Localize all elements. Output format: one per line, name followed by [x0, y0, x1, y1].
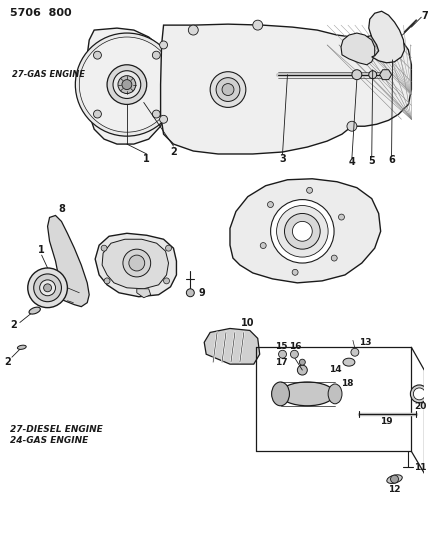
Circle shape	[351, 348, 359, 356]
Text: 20: 20	[414, 402, 426, 411]
Circle shape	[152, 110, 160, 118]
Polygon shape	[48, 215, 89, 306]
Text: 3: 3	[279, 154, 286, 164]
Text: 1: 1	[143, 154, 150, 164]
Polygon shape	[380, 70, 392, 79]
Circle shape	[292, 269, 298, 275]
Circle shape	[152, 51, 160, 59]
Circle shape	[40, 280, 56, 296]
Circle shape	[253, 20, 263, 30]
Text: 16: 16	[289, 342, 302, 351]
Ellipse shape	[343, 358, 355, 366]
Polygon shape	[87, 28, 169, 144]
Circle shape	[93, 51, 101, 59]
Text: 13: 13	[359, 338, 372, 347]
Text: 6: 6	[388, 155, 395, 165]
Ellipse shape	[328, 384, 342, 404]
Text: 11: 11	[414, 463, 427, 472]
Circle shape	[260, 243, 266, 248]
Circle shape	[107, 65, 147, 104]
Ellipse shape	[387, 475, 402, 483]
Ellipse shape	[272, 382, 289, 406]
Polygon shape	[204, 328, 260, 364]
Text: 4: 4	[348, 157, 355, 167]
Polygon shape	[137, 289, 151, 298]
Circle shape	[297, 365, 307, 375]
Circle shape	[222, 84, 234, 95]
Circle shape	[339, 214, 345, 220]
Ellipse shape	[280, 382, 335, 406]
Circle shape	[101, 245, 107, 251]
Circle shape	[113, 71, 141, 99]
Circle shape	[391, 475, 398, 483]
Text: 5706  800: 5706 800	[10, 8, 71, 18]
Circle shape	[166, 245, 172, 251]
Circle shape	[188, 25, 198, 35]
Circle shape	[306, 187, 312, 193]
Circle shape	[163, 278, 169, 284]
Polygon shape	[160, 24, 411, 154]
Circle shape	[186, 289, 194, 297]
Circle shape	[410, 385, 428, 403]
Circle shape	[93, 110, 101, 118]
Circle shape	[276, 206, 328, 257]
Circle shape	[34, 274, 62, 302]
Circle shape	[331, 255, 337, 261]
Ellipse shape	[18, 345, 26, 350]
Text: 8: 8	[58, 204, 65, 214]
Circle shape	[285, 213, 320, 249]
Circle shape	[210, 72, 246, 107]
Circle shape	[75, 33, 178, 136]
Text: 12: 12	[388, 484, 401, 494]
Text: 7: 7	[421, 11, 428, 21]
Circle shape	[270, 199, 334, 263]
Ellipse shape	[29, 307, 40, 314]
Circle shape	[122, 79, 132, 90]
Circle shape	[216, 78, 240, 101]
Text: 2: 2	[11, 320, 17, 330]
Text: 27-DIESEL ENGINE: 27-DIESEL ENGINE	[10, 425, 103, 434]
Circle shape	[160, 115, 167, 123]
Text: 5: 5	[369, 156, 375, 166]
Circle shape	[279, 350, 286, 358]
Text: 18: 18	[341, 379, 353, 389]
Polygon shape	[102, 239, 169, 289]
Circle shape	[292, 221, 312, 241]
Polygon shape	[95, 233, 176, 297]
Text: 27-GAS ENGINE: 27-GAS ENGINE	[12, 70, 85, 79]
Text: 2: 2	[170, 147, 177, 157]
Circle shape	[44, 284, 51, 292]
Circle shape	[118, 76, 136, 93]
Text: 17: 17	[275, 358, 288, 367]
Circle shape	[268, 201, 273, 207]
Circle shape	[160, 41, 167, 49]
Polygon shape	[341, 33, 374, 65]
Text: 19: 19	[380, 417, 393, 426]
Circle shape	[28, 268, 67, 308]
Circle shape	[352, 70, 362, 79]
Circle shape	[347, 122, 357, 131]
Circle shape	[129, 255, 145, 271]
Circle shape	[104, 278, 110, 284]
Polygon shape	[230, 179, 380, 283]
Text: 2: 2	[5, 357, 11, 367]
Circle shape	[291, 350, 298, 358]
Circle shape	[79, 37, 175, 132]
Text: 10: 10	[241, 318, 255, 327]
Text: 9: 9	[198, 288, 205, 298]
Circle shape	[413, 388, 425, 400]
Circle shape	[123, 249, 151, 277]
Circle shape	[369, 71, 377, 79]
Text: 15: 15	[275, 342, 288, 351]
Text: 1: 1	[38, 245, 45, 255]
Circle shape	[299, 359, 305, 365]
Polygon shape	[369, 11, 404, 63]
Text: 14: 14	[330, 365, 342, 374]
Text: 24-GAS ENGINE: 24-GAS ENGINE	[10, 436, 88, 445]
